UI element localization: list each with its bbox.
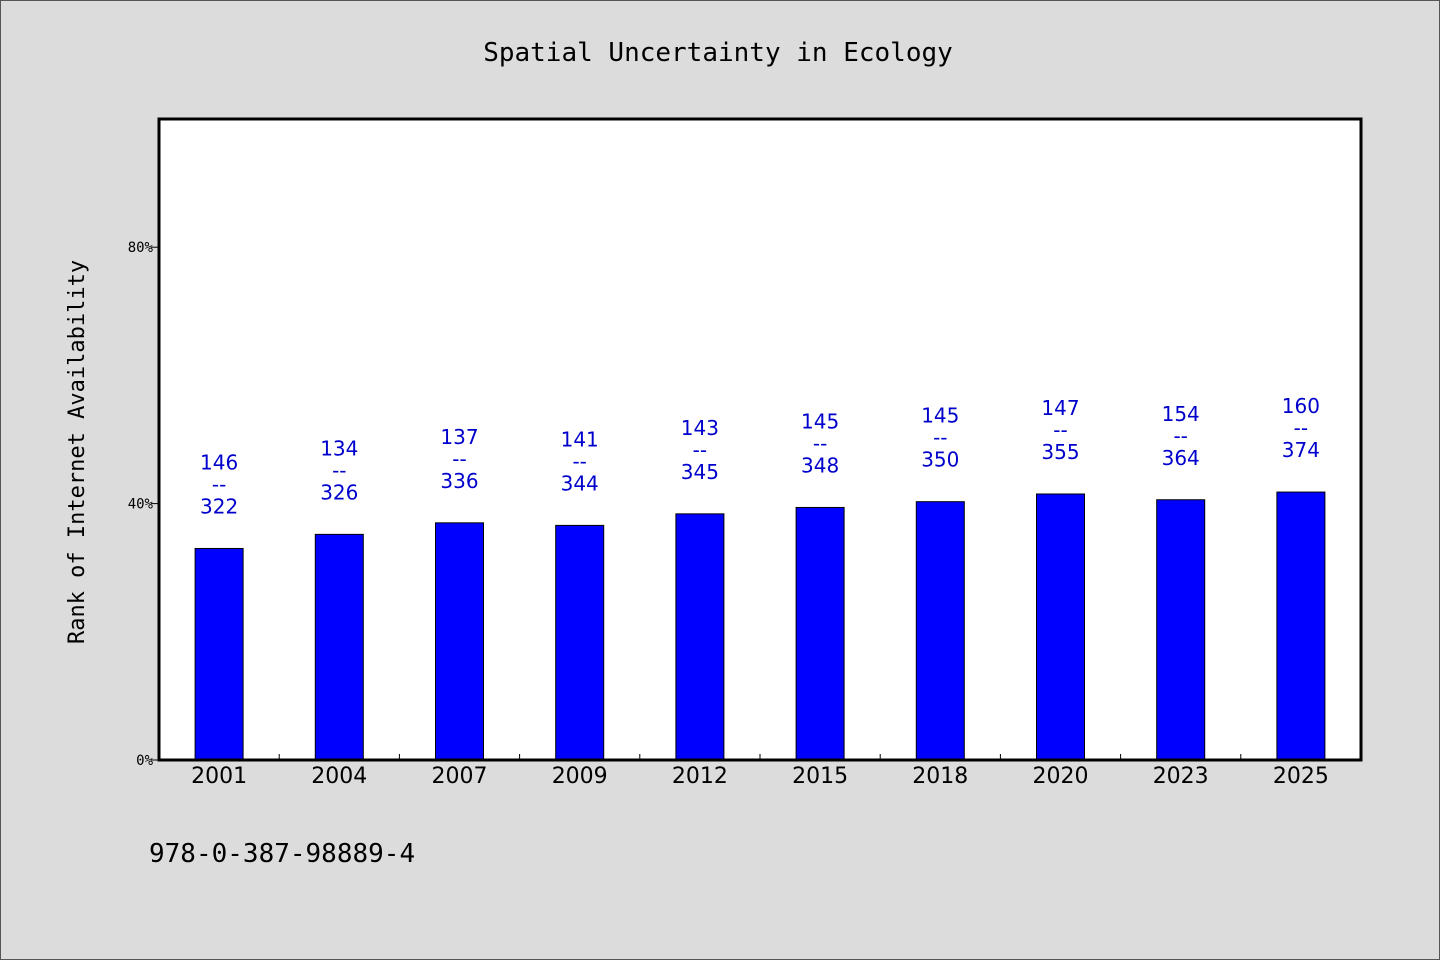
data-label-bottom: 336 [440,469,478,493]
data-label-top: 137 [440,425,478,449]
plot-border [157,117,1363,762]
x-tick-label: 2001 [191,764,247,789]
bar-2012 [675,513,725,761]
x-tick-label: 2018 [912,764,968,789]
data-label-separator: -- [332,458,346,482]
x-tick-label: 2025 [1273,764,1329,789]
y-axis-ticks: 0% 40% 80% [128,240,159,769]
data-label-bottom: 364 [1162,446,1200,470]
bar-2009 [555,524,605,761]
y-tick-label: 40% [128,497,154,513]
x-tick-label: 2007 [432,764,488,789]
x-tick-label: 2020 [1033,764,1089,789]
data-label-top: 145 [801,409,839,433]
data-label-top: 147 [1041,396,1079,420]
y-axis-label: Rank of Internet Availability [65,260,90,644]
chart-title: Spatial Uncertainty in Ecology [483,38,953,68]
bar-2015 [795,506,845,761]
data-label-bottom: 326 [320,480,358,504]
y-tick-label: 80% [128,240,154,256]
isbn-annotation: 978-0-387-98889-4 [149,839,415,869]
data-labels-group: 146--322134--326137--336141--344143--345… [200,394,1320,518]
data-label-separator: -- [693,438,707,462]
data-label-top: 145 [921,404,959,428]
data-label-separator: -- [933,426,947,450]
data-label-bottom: 344 [561,471,599,495]
data-label-bottom: 345 [681,460,719,484]
bar-2025 [1276,491,1326,761]
data-label-bottom: 348 [801,453,839,477]
bar-2007 [435,522,484,761]
data-label-bottom: 322 [200,494,238,518]
bars-group [194,491,1326,761]
data-label-bottom: 374 [1282,438,1320,462]
x-tick-label: 2012 [672,764,728,789]
data-label-top: 143 [681,416,719,440]
data-label-bottom: 355 [1041,440,1079,464]
data-label-separator: -- [1294,416,1308,440]
bar-2001 [194,547,244,761]
data-label-separator: -- [212,472,226,496]
data-label-separator: -- [1053,418,1067,442]
y-tick-label: 0% [136,753,153,769]
data-label-top: 134 [320,436,358,460]
bar-2018 [915,501,965,761]
data-label-top: 154 [1162,402,1200,426]
data-label-top: 141 [561,427,599,451]
bar-2020 [1036,493,1085,761]
data-label-separator: -- [813,431,827,455]
bar-2004 [314,533,364,761]
x-tick-label: 2004 [311,764,367,789]
data-label-top: 146 [200,450,238,474]
x-tick-label: 2015 [792,764,848,789]
data-label-separator: -- [452,447,466,471]
x-tick-label: 2009 [552,764,608,789]
x-axis-ticks: 2001 2004 2007 2009 2012 2015 2018 2020 2023 2025 [191,754,1329,789]
data-label-separator: -- [572,449,586,473]
data-label-bottom: 350 [921,448,959,472]
bar-2023 [1156,499,1206,761]
data-label-top: 160 [1282,394,1320,418]
data-label-separator: -- [1173,424,1187,448]
x-tick-label: 2023 [1153,764,1209,789]
